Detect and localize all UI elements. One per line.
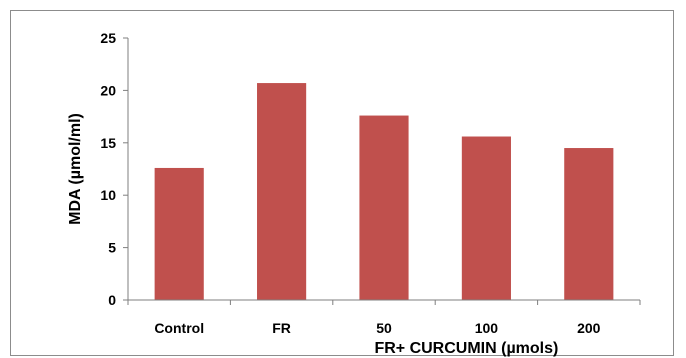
- bars: [154, 83, 614, 301]
- y-tick-label: 20: [100, 82, 116, 98]
- bar-fr: [257, 83, 307, 301]
- bar-control: [154, 167, 204, 300]
- x-axis-title: FR+ CURCUMIN (µmols): [374, 340, 558, 357]
- y-tick-label: 0: [108, 292, 116, 308]
- x-tick-label: 100: [475, 320, 499, 336]
- x-tick-label: FR: [272, 320, 291, 336]
- y-tick-label: 15: [100, 135, 116, 151]
- x-tick-label: 200: [577, 320, 601, 336]
- x-tick-label: 50: [376, 320, 392, 336]
- chart-frame: [10, 10, 674, 356]
- x-tick-label: Control: [154, 320, 204, 336]
- x-axis-ticks: Control FR 50 100 200: [127, 300, 641, 336]
- y-axis-title: MDA (µmol/ml): [67, 113, 84, 225]
- y-tick-label: 10: [100, 187, 116, 203]
- bar-200: [564, 148, 614, 300]
- y-axis-ticks: 0 5 10 15 20 25: [100, 30, 128, 308]
- bar-100: [461, 136, 511, 300]
- bar-50: [359, 115, 409, 300]
- y-tick-label: 25: [100, 30, 116, 46]
- y-tick-label: 5: [108, 240, 116, 256]
